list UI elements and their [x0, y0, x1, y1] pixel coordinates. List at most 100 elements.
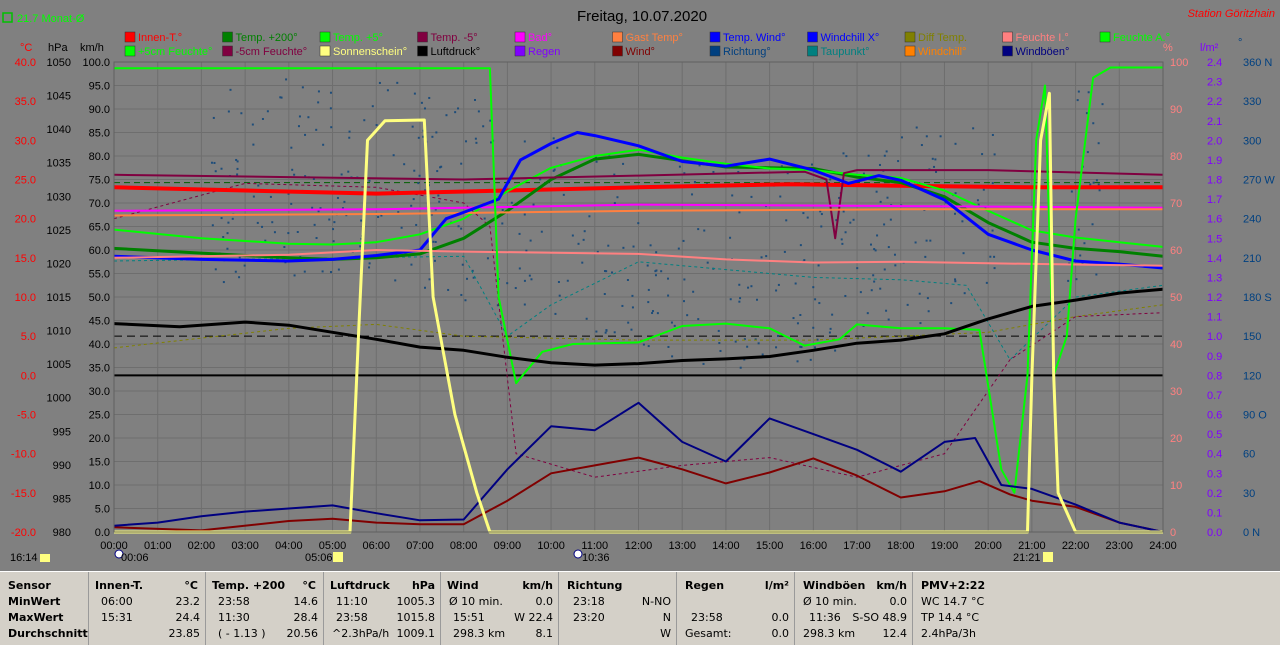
windboeen-title: Windböen — [803, 579, 866, 592]
direction-point — [317, 90, 320, 93]
direction-point — [750, 285, 753, 288]
direction-point — [779, 195, 782, 198]
legend-label: Temp. +5° — [333, 32, 383, 44]
temp200-max-value: 28.4 — [293, 611, 319, 624]
x-tick-label: 04:00 — [275, 540, 303, 552]
direction-point — [757, 342, 760, 345]
direction-point — [496, 304, 499, 307]
direction-point — [489, 119, 492, 122]
direction-point — [845, 155, 848, 158]
direction-point — [457, 225, 460, 228]
direction-point — [240, 112, 243, 115]
direction-point — [651, 312, 654, 315]
series-line — [113, 401, 1164, 533]
direction-point — [417, 182, 420, 185]
temp200-avg-value: 20.56 — [286, 627, 319, 640]
direction-point — [786, 172, 789, 175]
axis-tick-label: 240 — [1243, 214, 1261, 226]
direction-point — [838, 196, 841, 199]
direction-point — [747, 286, 750, 289]
direction-point — [656, 312, 659, 315]
axis-tick-label: 1.0 — [1207, 331, 1222, 343]
direction-point — [313, 223, 316, 226]
direction-point — [647, 288, 650, 291]
x-tick-label: 07:00 — [406, 540, 434, 552]
direction-point — [677, 247, 680, 250]
axis-tick-label: 1.6 — [1207, 214, 1222, 226]
stats-col-wind: Wind km/h Ø 10 min. 0.0 15:51 W 22.4 298… — [440, 572, 559, 645]
direction-point — [691, 193, 694, 196]
direction-point — [1083, 242, 1086, 245]
axis-tick-label: 25.0 — [15, 175, 36, 187]
legend-label: Temp. Wind° — [723, 32, 785, 44]
direction-point — [925, 135, 928, 138]
direction-point — [1089, 183, 1092, 186]
axis-tick-label: 0.4 — [1207, 449, 1222, 461]
direction-point — [501, 222, 504, 225]
legend-label: Wind° — [626, 46, 655, 58]
direction-point — [885, 309, 888, 312]
direction-point — [465, 140, 468, 143]
axis-tick-label: 1000 — [47, 393, 71, 405]
direction-point — [754, 338, 757, 341]
direction-point — [683, 278, 686, 281]
direction-point — [315, 237, 318, 240]
direction-point — [630, 328, 633, 331]
direction-point — [603, 270, 606, 273]
direction-point — [261, 225, 264, 228]
direction-point — [835, 219, 838, 222]
windboeen-max-value: S-SO 48.9 — [852, 611, 907, 624]
luftdruck-max-time: 23:58 — [336, 611, 368, 624]
direction-point — [400, 226, 403, 229]
direction-point — [553, 168, 556, 171]
direction-point — [894, 264, 897, 267]
legend-label: Bad° — [528, 32, 552, 44]
direction-point — [991, 133, 994, 136]
direction-point — [523, 140, 526, 143]
direction-point — [984, 206, 987, 209]
axis-tick-label: 30.0 — [15, 135, 36, 147]
direction-point — [445, 114, 448, 117]
direction-point — [340, 173, 343, 176]
direction-point — [290, 202, 293, 205]
direction-point — [466, 277, 469, 280]
direction-point — [530, 278, 533, 281]
innen-max-time: 15:31 — [101, 611, 133, 624]
axis-tick-label: 2.0 — [1207, 135, 1222, 147]
axis-tick-label: 0.2 — [1207, 488, 1222, 500]
direction-point — [415, 223, 418, 226]
x-tick-label: 23:00 — [1106, 540, 1134, 552]
percent-axis-header: % — [1163, 42, 1173, 54]
direction-point — [236, 173, 239, 176]
direction-point — [226, 232, 229, 235]
regen-max-value: 0.0 — [771, 611, 790, 624]
direction-point — [993, 255, 996, 258]
direction-point — [852, 218, 855, 221]
direction-point — [613, 331, 616, 334]
direction-point — [622, 162, 625, 165]
direction-point — [738, 211, 741, 214]
axis-tick-label: 1010 — [47, 326, 71, 338]
direction-point — [646, 264, 649, 267]
axis-tick-label: 40 — [1170, 339, 1182, 351]
direction-point — [490, 141, 493, 144]
direction-axis-header: ° — [1238, 37, 1242, 49]
direction-point — [539, 178, 542, 181]
direction-point — [266, 110, 269, 113]
direction-point — [673, 324, 676, 327]
direction-point — [474, 137, 477, 140]
direction-point — [317, 210, 320, 213]
direction-point — [501, 208, 504, 211]
direction-point — [885, 150, 888, 153]
direction-point — [348, 136, 351, 139]
direction-point — [859, 291, 862, 294]
direction-point — [235, 158, 238, 161]
direction-point — [655, 269, 658, 272]
direction-point — [875, 190, 878, 193]
windboeen-min-time: Ø 10 min. — [803, 595, 857, 608]
direction-point — [743, 358, 746, 361]
direction-point — [933, 165, 936, 168]
axis-tick-label: 1050 — [47, 57, 71, 69]
direction-point — [371, 105, 374, 108]
legend-label: Richtung° — [723, 46, 771, 58]
